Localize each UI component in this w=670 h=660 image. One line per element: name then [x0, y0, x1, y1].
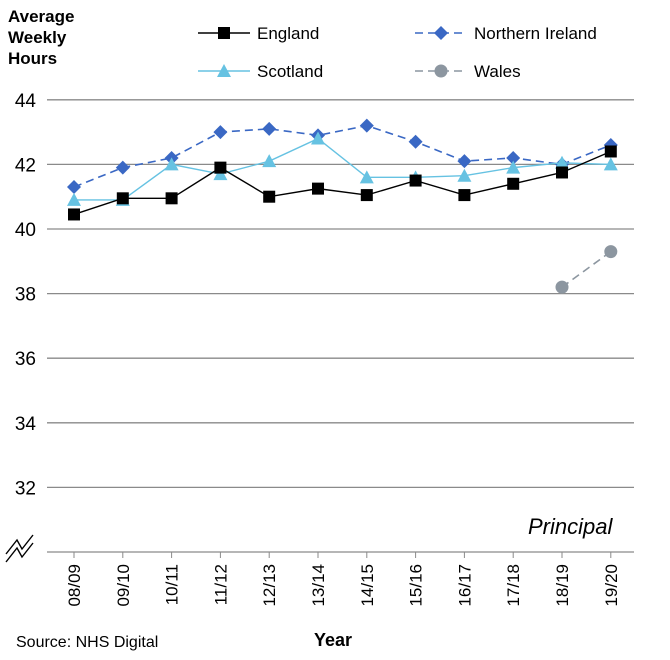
data-point-northern-ireland-09-10 — [115, 160, 130, 175]
x-tick-label-1: 09/10 — [114, 564, 133, 607]
data-point-england-11-12 — [214, 161, 227, 174]
data-point-scotland-12-13 — [262, 154, 277, 168]
legend-marker-wales — [434, 64, 448, 78]
axis-break-icon — [5, 534, 34, 555]
x-tick-label-10: 18/19 — [553, 564, 572, 607]
data-point-wales-18-19 — [555, 280, 569, 294]
series-line-scotland — [74, 137, 611, 201]
data-point-northern-ireland-15-16 — [408, 134, 423, 149]
x-tick-label-11: 19/20 — [602, 564, 621, 607]
y-axis-label-line-1: Average — [8, 7, 75, 26]
data-point-england-08-09 — [68, 208, 80, 221]
legend-marker-northern-ireland — [434, 26, 448, 40]
data-point-england-10-11 — [165, 192, 178, 205]
y-axis-label-line-3: Hours — [8, 49, 58, 68]
x-tick-label-9: 17/18 — [504, 564, 523, 607]
source-note: Source: NHS Digital — [16, 634, 159, 651]
data-point-northern-ireland-14-15 — [359, 118, 374, 133]
x-tick-label-3: 11/12 — [211, 564, 230, 605]
y-tick-44: 44 — [15, 91, 37, 112]
data-point-scotland-13-14 — [311, 131, 325, 145]
data-point-england-12-13 — [263, 190, 276, 203]
chart-annotation: Principal — [528, 514, 613, 539]
data-point-england-13-14 — [312, 182, 324, 195]
legend-label-england: England — [257, 24, 319, 43]
y-tick-32: 32 — [15, 478, 36, 499]
x-tick-label-2: 10/11 — [163, 564, 182, 605]
data-point-northern-ireland-11-12 — [213, 125, 228, 140]
y-tick-40: 40 — [15, 220, 36, 241]
series-line-northern-ireland — [73, 124, 612, 188]
legend-label-wales: Wales — [474, 62, 521, 81]
data-point-northern-ireland-12-13 — [262, 121, 277, 136]
data-point-england-19-20 — [604, 145, 617, 158]
data-point-scotland-10-11 — [164, 157, 179, 171]
legend-marker-scotland — [217, 64, 231, 77]
x-tick-label-6: 14/15 — [358, 564, 377, 607]
y-axis-label: Average Weekly Hours — [8, 6, 118, 69]
x-axis-label: Year — [314, 630, 353, 650]
x-tick-label-4: 12/13 — [260, 564, 279, 607]
x-tick-label-8: 16/17 — [455, 564, 474, 607]
x-tick-label-0: 08/09 — [65, 564, 84, 607]
legend-marker-england — [218, 27, 230, 39]
series-line-england — [73, 150, 612, 216]
data-point-england-09-10 — [116, 192, 129, 205]
data-point-wales-19-20 — [604, 245, 618, 259]
data-point-scotland-14-15 — [359, 170, 374, 184]
data-point-england-15-16 — [409, 174, 422, 187]
legend-label-scotland: Scotland — [257, 62, 323, 81]
data-point-scotland-16-17 — [457, 168, 472, 182]
data-point-england-16-17 — [458, 189, 471, 202]
data-point-northern-ireland-16-17 — [457, 154, 472, 169]
y-tick-42: 42 — [15, 155, 36, 176]
series-line-wales — [561, 250, 612, 288]
data-point-scotland-19-20 — [603, 157, 618, 171]
y-tick-34: 34 — [15, 414, 37, 435]
data-point-northern-ireland-08-09 — [67, 180, 81, 195]
y-tick-38: 38 — [15, 285, 36, 306]
data-point-scotland-17-18 — [506, 160, 521, 174]
y-tick-36: 36 — [15, 349, 36, 370]
data-point-england-14-15 — [360, 189, 373, 202]
axis-break-icon-2 — [5, 542, 34, 563]
data-point-england-17-18 — [507, 177, 520, 190]
legend-label-northern-ireland: Northern Ireland — [474, 24, 597, 43]
x-tick-label-5: 13/14 — [309, 564, 328, 607]
y-axis-label-line-2: Weekly — [8, 28, 67, 47]
x-tick-label-7: 15/16 — [407, 564, 426, 607]
data-point-scotland-18-19 — [555, 155, 569, 169]
data-point-northern-ireland-17-18 — [506, 150, 521, 165]
data-point-scotland-08-09 — [67, 192, 81, 206]
data-point-england-18-19 — [556, 166, 568, 179]
